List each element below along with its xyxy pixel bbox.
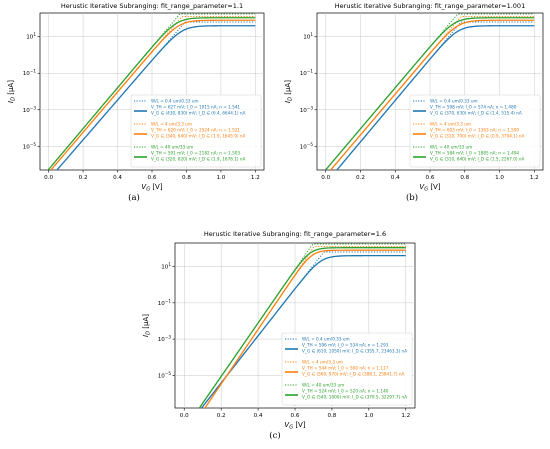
legend-fit-range: V_G ∈ (310, 640) mV; I_D ∈ (1.5, 2267.0)…: [430, 157, 525, 162]
y-tick-label: 10−3: [23, 105, 37, 114]
y-tick-label: 101: [26, 32, 36, 41]
x-tick-label: 1.2: [530, 175, 539, 181]
legend-fit-range: V_G ∈ (340, 640) mV; I_D ∈ (1.9, 1645.9)…: [151, 134, 246, 139]
x-tick-label: 0.0: [321, 175, 330, 181]
y-tick-label: 10−1: [300, 69, 314, 78]
x-tick-label: 0.6: [148, 175, 157, 181]
series-line: [204, 249, 406, 408]
legend-fit-params: V_TH = 603 mV; I_0 = 1363 nA; n = 1.500: [430, 128, 519, 133]
y-axis-label: ID [μA]: [142, 314, 152, 337]
legend-fit-params: V_TH = 598 mV; I_0 = 574 nA; n = 1.480: [430, 105, 517, 110]
chart-panel-1: Herustic Iterative Subranging: fit_range…: [7, 2, 265, 203]
series-line: [50, 19, 256, 170]
y-tick-label: 10−3: [300, 105, 314, 114]
legend-fit-params: V_TH = 544 mV; I_0 = 500 nA; n = 1.117: [302, 366, 389, 371]
x-tick-label: 1.0: [364, 413, 373, 419]
legend-box: [409, 94, 541, 168]
y-tick-label: 10−5: [23, 142, 37, 151]
x-tick-label: 0.4: [113, 175, 122, 181]
legend-box: [281, 332, 413, 406]
x-tick-label: 1.0: [216, 175, 225, 181]
chart-panel-3: Herustic Iterative Subranging: fit_range…: [142, 230, 416, 441]
legend-fit-range: V_G ∈ (320, 620) mV; I_D ∈ (1.9, 1676.1)…: [151, 157, 246, 162]
x-tick-label: 0.0: [180, 413, 189, 419]
y-axis-label: ID [μA]: [284, 80, 294, 103]
legend-label: W/L = 4 um/3.3 um: [430, 122, 471, 127]
chart-panel-2: Herustic Iterative Subranging: fit_range…: [284, 2, 544, 203]
series-line: [200, 255, 406, 408]
legend-fit-params: V_TH = 524 mV; I_0 = 520 nA; n = 1.140: [302, 389, 389, 394]
x-tick-label: 0.8: [327, 413, 336, 419]
legend-fit-params: V_TH = 584 mV; I_0 = 1885 nA; n = 1.494: [430, 151, 519, 156]
series-line: [329, 19, 535, 170]
y-tick-label: 10−1: [158, 298, 172, 307]
panel-caption: (a): [128, 192, 140, 203]
x-tick-label: 0.6: [426, 175, 435, 181]
y-tick-label: 10−5: [300, 142, 314, 151]
y-axis-label: ID [μA]: [7, 80, 17, 103]
legend-label: W/L = 0.4 um/0.33 um: [302, 337, 350, 342]
legend-label: W/L = 4 um/3.3 um: [151, 122, 192, 127]
legend-box: [130, 94, 262, 168]
legend-fit-params: V_TH = 596 mV; I_0 = 534 nA; n = 1.293: [302, 343, 389, 348]
x-tick-label: 0.2: [356, 175, 365, 181]
legend-fit-range: V_G ∈ (560, 970) mV; I_D ∈ (388.1, 25841…: [302, 372, 405, 377]
legend-label: W/L = 40 um/33 um: [151, 145, 193, 150]
y-tick-label: 10−1: [23, 69, 37, 78]
series-line: [324, 17, 535, 170]
y-tick-label: 101: [161, 262, 171, 271]
x-tick-label: 0.8: [460, 175, 469, 181]
x-tick-label: 0.0: [44, 175, 53, 181]
series-fit-line: [56, 21, 256, 170]
legend-label: W/L = 4 um/3.3 um: [302, 360, 343, 365]
legend-fit-range: V_G ∈ (370, 630) mV; I_D ∈ (1.4, 515.4) …: [430, 111, 522, 116]
x-tick-label: 0.2: [79, 175, 88, 181]
y-tick-label: 10−5: [158, 371, 172, 380]
x-tick-label: 1.2: [251, 175, 260, 181]
legend-label: W/L = 40 um/33 um: [430, 145, 472, 150]
legend-label: W/L = 0.4 um/0.33 um: [151, 99, 199, 104]
legend-fit-params: V_TH = 627 mV; I_0 = 1015 nA; n = 1.541: [151, 105, 240, 110]
y-tick-label: 101: [303, 32, 313, 41]
panel-caption: (b): [406, 192, 418, 203]
series-line: [336, 25, 535, 170]
x-tick-label: 0.2: [217, 413, 226, 419]
x-tick-label: 1.0: [495, 175, 504, 181]
legend-fit-range: V_G ∈ (310, 700) mV; I_D ∈ (0.9, 3794.1)…: [430, 134, 525, 139]
panel-caption: (c): [269, 430, 280, 441]
chart-title: Herustic Iterative Subranging: fit_range…: [204, 230, 386, 238]
legend-fit-params: V_TH = 591 mV; I_0 = 2182 nA; n = 1.503: [151, 151, 240, 156]
legend-fit-params: V_TH = 620 mV; I_0 = 2524 nA; n = 1.521: [151, 128, 240, 133]
series-line: [198, 247, 406, 408]
chart-title: Herustic Iterative Subranging: fit_range…: [335, 2, 525, 10]
x-axis-label: VG [V]: [141, 183, 162, 193]
series-line: [47, 17, 256, 170]
legend-label: W/L = 40 um/33 um: [302, 383, 344, 388]
x-tick-label: 0.8: [182, 175, 191, 181]
x-tick-label: 0.4: [391, 175, 400, 181]
y-tick-label: 10−3: [158, 335, 172, 344]
x-tick-label: 0.4: [254, 413, 263, 419]
x-axis-label: VG [V]: [419, 183, 440, 193]
legend-fit-range: V_G ∈ (540, 1000) mV; I_D ∈ (379.5, 3229…: [302, 395, 407, 400]
series-line: [56, 25, 256, 170]
legend-fit-range: V_G ∈ (430, 830) mV; I_D ∈ (6.4, 6644.1)…: [151, 111, 246, 116]
x-tick-label: 0.6: [291, 413, 300, 419]
x-tick-label: 1.2: [401, 413, 410, 419]
x-axis-label: VG [V]: [284, 421, 305, 431]
chart-title: Herustic Iterative Subranging: fit_range…: [61, 2, 243, 10]
legend-label: W/L = 0.4 um/0.33 um: [430, 99, 478, 104]
legend-fit-range: V_G ∈ (610, 1050) mV; I_D ∈ (355.7, 2346…: [302, 349, 407, 354]
